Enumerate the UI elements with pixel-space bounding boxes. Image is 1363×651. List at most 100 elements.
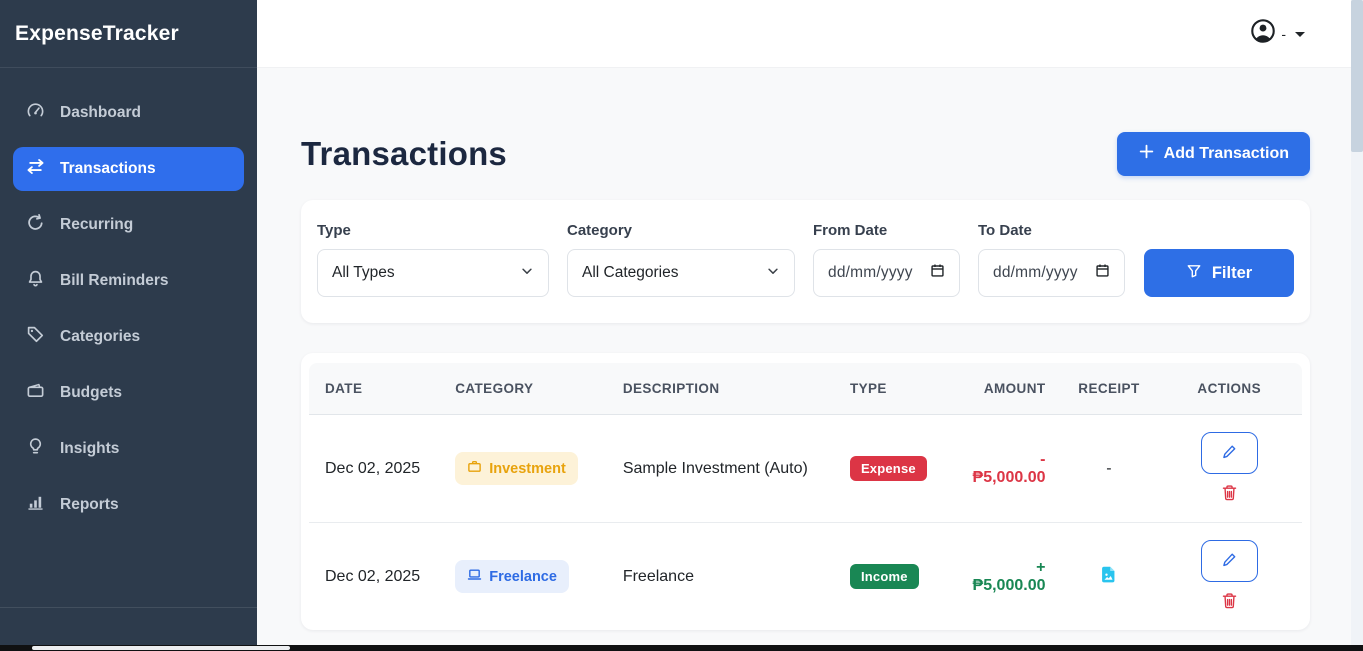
category-badge: Investment — [455, 452, 578, 485]
wallet-icon — [26, 381, 45, 405]
horizontal-scrollbar[interactable] — [0, 645, 1363, 651]
from-date-input[interactable]: dd/mm/yyyy — [813, 249, 960, 297]
filter-button-label: Filter — [1211, 263, 1253, 282]
page-title: Transactions — [301, 135, 507, 172]
sidebar-item-reports[interactable]: Reports — [13, 483, 244, 527]
category-select[interactable]: All Categories — [567, 249, 795, 297]
column-header-receipt: Receipt — [1061, 363, 1157, 415]
category-badge: Freelance — [455, 560, 569, 593]
transaction-amount: -₱5,000.00 — [972, 450, 1046, 486]
column-header-category: Category — [439, 363, 607, 415]
filter-button[interactable]: Filter — [1144, 249, 1294, 297]
topbar: - — [257, 0, 1363, 68]
user-label: - — [1281, 25, 1286, 42]
table-row: Dec 02, 2025 Investment Sample Investmen… — [309, 415, 1302, 523]
from-date-label: From Date — [813, 222, 888, 239]
briefcase-icon — [467, 459, 482, 478]
transaction-date: Dec 02, 2025 — [325, 459, 421, 477]
sidebar-item-budgets[interactable]: Budgets — [13, 371, 244, 415]
sidebar-item-label: Budgets — [60, 384, 122, 401]
transaction-description: Freelance — [606, 522, 834, 630]
sidebar-item-insights[interactable]: Insights — [13, 427, 244, 471]
vertical-scrollbar-thumb[interactable] — [1351, 0, 1363, 152]
transaction-date: Dec 02, 2025 — [309, 522, 440, 630]
column-header-description: Description — [606, 363, 834, 415]
type-filter-group: Type All Types — [317, 222, 549, 297]
to-date-placeholder: dd/mm/yyyy — [993, 264, 1078, 281]
trash-icon — [1221, 485, 1238, 505]
transaction-description: Sample Investment (Auto) — [622, 459, 808, 477]
main-area: - Transactions Add Transaction Type All … — [257, 0, 1363, 651]
sidebar-item-label: Bill Reminders — [60, 272, 169, 289]
chevron-down-icon — [520, 264, 534, 283]
category-badge-label: Investment — [489, 460, 566, 477]
sidebar-item-recurring[interactable]: Recurring — [13, 203, 244, 247]
bell-icon — [26, 269, 45, 293]
sidebar-item-label: Reports — [60, 496, 119, 513]
sidebar-item-label: Insights — [60, 440, 120, 457]
category-select-value: All Categories — [582, 264, 679, 281]
transactions-table-card: Date Category Description Type Amount Re… — [301, 353, 1310, 630]
type-badge: Expense — [849, 456, 927, 481]
content: Transactions Add Transaction Type All Ty… — [257, 68, 1363, 630]
funnel-icon — [1186, 263, 1202, 284]
transaction-amount: +₱5,000.00 — [972, 558, 1046, 594]
to-date-group: To Date dd/mm/yyyy — [978, 222, 1125, 297]
page-head: Transactions Add Transaction — [301, 132, 1310, 176]
to-date-label: To Date — [978, 222, 1032, 239]
column-header-date: Date — [309, 363, 440, 415]
sidebar-item-dashboard[interactable]: Dashboard — [13, 91, 244, 135]
sidebar-item-label: Recurring — [60, 216, 134, 233]
person-circle-icon — [1250, 18, 1276, 49]
to-date-input[interactable]: dd/mm/yyyy — [978, 249, 1125, 297]
from-date-group: From Date dd/mm/yyyy — [813, 222, 960, 297]
type-filter-label: Type — [317, 222, 351, 239]
sidebar-item-transactions[interactable]: Transactions — [13, 147, 244, 191]
calendar-icon — [1095, 263, 1110, 283]
edit-button[interactable] — [1200, 432, 1258, 474]
type-select[interactable]: All Types — [317, 249, 549, 297]
delete-button[interactable] — [1221, 592, 1238, 613]
user-menu[interactable]: - — [1250, 18, 1305, 49]
sidebar: ExpenseTracker Dashboard Transactions Re… — [0, 0, 257, 651]
column-header-amount: Amount — [956, 363, 1062, 415]
filter-card: Type All Types Category All Categories — [301, 200, 1310, 323]
arrows-left-right-icon — [26, 157, 45, 181]
trash-icon — [1221, 593, 1238, 613]
add-transaction-button[interactable]: Add Transaction — [1116, 132, 1310, 176]
receipt-file-icon[interactable] — [1099, 566, 1118, 588]
type-badge: Income — [849, 564, 919, 589]
row-actions — [1172, 432, 1286, 505]
sidebar-footer-divider — [0, 607, 257, 608]
row-actions — [1172, 540, 1286, 613]
type-select-value: All Types — [332, 264, 395, 281]
laptop-icon — [467, 567, 482, 586]
from-date-placeholder: dd/mm/yyyy — [828, 264, 913, 281]
lightbulb-icon — [26, 437, 45, 461]
sidebar-item-label: Transactions — [60, 160, 156, 177]
delete-button[interactable] — [1221, 484, 1238, 505]
sidebar-item-bill-reminders[interactable]: Bill Reminders — [13, 259, 244, 303]
app-logo: ExpenseTracker — [0, 0, 257, 68]
column-header-type: Type — [833, 363, 957, 415]
calendar-icon — [930, 263, 945, 283]
tag-icon — [26, 325, 45, 349]
sidebar-item-label: Categories — [60, 328, 141, 345]
vertical-scrollbar[interactable] — [1351, 0, 1363, 651]
horizontal-scrollbar-thumb[interactable] — [32, 646, 290, 650]
caret-down-icon — [1295, 32, 1305, 37]
plus-icon — [1138, 143, 1155, 165]
pencil-icon — [1221, 444, 1237, 463]
edit-button[interactable] — [1200, 540, 1258, 582]
transactions-table: Date Category Description Type Amount Re… — [309, 363, 1302, 630]
category-filter-label: Category — [567, 222, 633, 239]
category-badge-label: Freelance — [489, 568, 557, 585]
pencil-icon — [1221, 552, 1237, 571]
bar-chart-icon — [26, 493, 45, 517]
sidebar-item-categories[interactable]: Categories — [13, 315, 244, 359]
column-header-actions: Actions — [1156, 363, 1302, 415]
table-header-row: Date Category Description Type Amount Re… — [309, 363, 1302, 415]
sidebar-item-label: Dashboard — [60, 104, 141, 121]
table-row: Dec 02, 2025 Freelance Freelance Inc — [309, 522, 1302, 630]
add-transaction-label: Add Transaction — [1163, 145, 1289, 162]
